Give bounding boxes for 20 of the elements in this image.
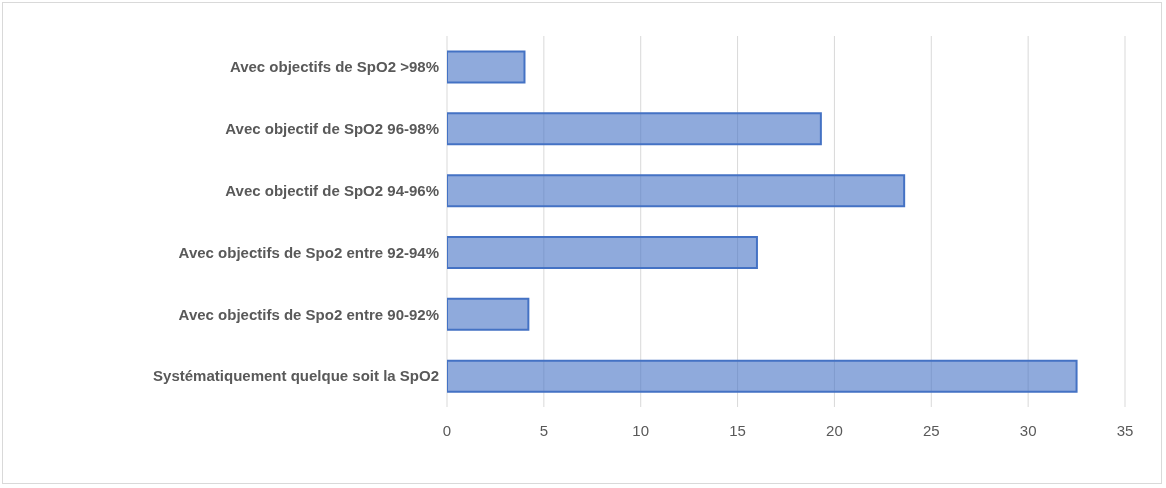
y-tick-label: Avec objectifs de SpO2 >98%	[229, 58, 439, 76]
y-tick-label: Systématiquement quelque soit la SpO2	[153, 367, 439, 385]
bar	[447, 235, 758, 269]
y-tick-label: Avec objectif de SpO2 94-96%	[225, 181, 439, 199]
y-tick-label: Avec objectifs de Spo2 entre 90-92%	[178, 305, 439, 323]
x-tick-label: 20	[826, 421, 843, 439]
x-tick-label: 10	[632, 421, 650, 439]
x-tick-label: 5	[539, 421, 549, 439]
x-tick-label: 30	[1019, 421, 1037, 439]
y-tick-label: Avec objectifs de Spo2 entre 92-94%	[178, 243, 439, 261]
bar	[447, 359, 1078, 393]
x-tick-label: 0	[442, 421, 452, 439]
x-tick-label: 35	[1116, 421, 1134, 439]
x-tick-label: 25	[922, 421, 940, 439]
y-tick-label: Avec objectif de SpO2 96-98%	[225, 120, 439, 138]
bar	[447, 50, 526, 84]
bar	[447, 297, 530, 331]
bar	[447, 174, 906, 208]
x-tick-label: 15	[729, 421, 746, 439]
bar	[447, 112, 822, 146]
